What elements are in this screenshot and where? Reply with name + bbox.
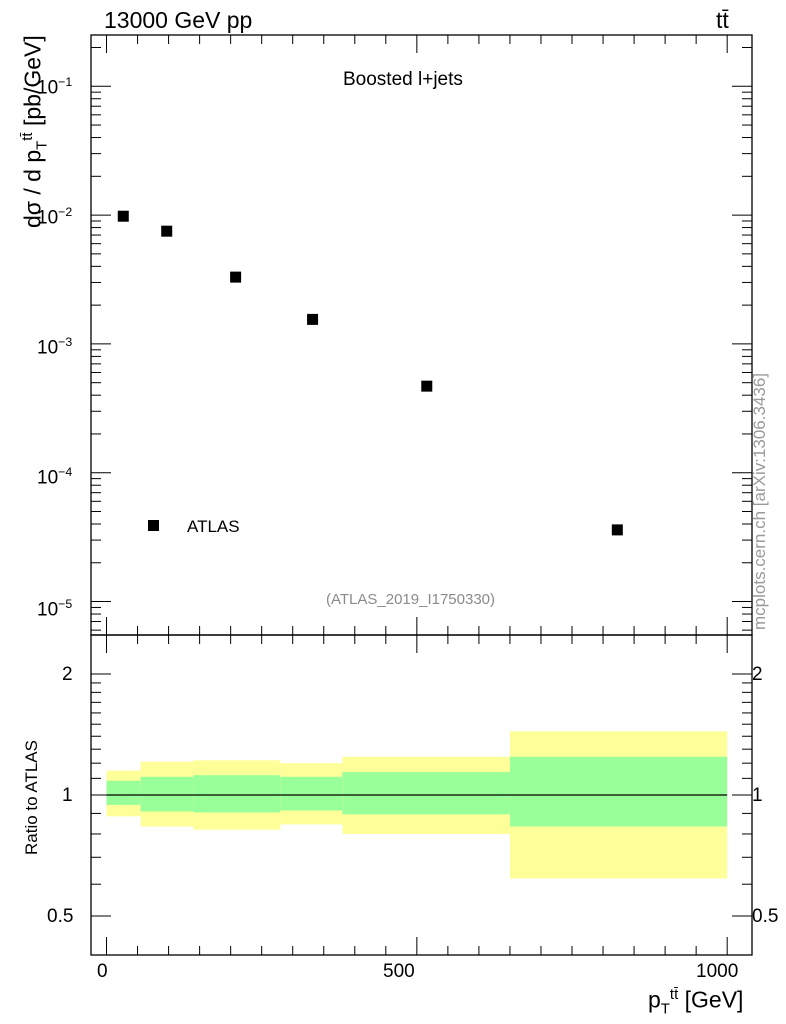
ratio-y-tick-label-right: 2 — [752, 664, 763, 685]
x-tick-label: 0 — [97, 961, 108, 982]
y-axis-title: dσ / d pTtt̄ [pb/GeV] — [19, 35, 51, 228]
data-markers — [117, 210, 623, 536]
ratio-panel-frame — [90, 634, 753, 956]
y-tick-label: 10−4 — [37, 465, 73, 489]
energy-label: 13000 GeV pp — [104, 7, 253, 33]
main-panel-frame — [90, 34, 753, 636]
ratio-band-inner — [280, 776, 343, 811]
x-tick-label: 1000 — [696, 961, 739, 982]
ratio-band-inner — [193, 775, 281, 813]
chart-title: Boosted l+jets — [343, 69, 463, 90]
legend-label: ATLAS — [187, 517, 240, 536]
y-tick-label: 10−5 — [37, 597, 73, 621]
side-note: mcplots.cern.ch [arXiv:1306.3436] — [750, 372, 769, 630]
data-point — [421, 380, 433, 392]
axis-ticks — [91, 35, 752, 955]
ratio-y-tick-label: 0.5 — [47, 906, 74, 927]
data-point — [611, 524, 623, 536]
ratio-band-inner — [342, 772, 510, 815]
data-point — [117, 210, 129, 222]
x-axis-title: pTtt̄ [GeV] — [648, 986, 744, 1018]
legend-marker — [148, 520, 159, 531]
data-point — [307, 313, 319, 325]
process-label: tt̄ — [716, 7, 729, 33]
ratio-band-inner — [106, 780, 141, 805]
data-point — [230, 271, 242, 283]
data-point — [161, 225, 173, 237]
x-tick-label: 500 — [383, 961, 415, 982]
y-tick-label: 10−3 — [37, 335, 73, 359]
analysis-id: (ATLAS_2019_I1750330) — [326, 591, 496, 608]
ratio-band-inner — [509, 756, 728, 827]
ratio-y-axis-title: Ratio to ATLAS — [22, 740, 41, 855]
ratio-band-inner — [140, 776, 194, 812]
ratio-y-tick-label: 1 — [62, 785, 73, 806]
y-tick-label: 10−2 — [37, 205, 73, 229]
ratio-y-tick-label: 2 — [62, 664, 73, 685]
ratio-y-tick-label-right: 1 — [752, 785, 763, 806]
y-tick-label: 10−1 — [37, 75, 73, 99]
ratio-y-tick-label-right: 0.5 — [752, 906, 779, 927]
ratio-bands — [106, 731, 728, 879]
